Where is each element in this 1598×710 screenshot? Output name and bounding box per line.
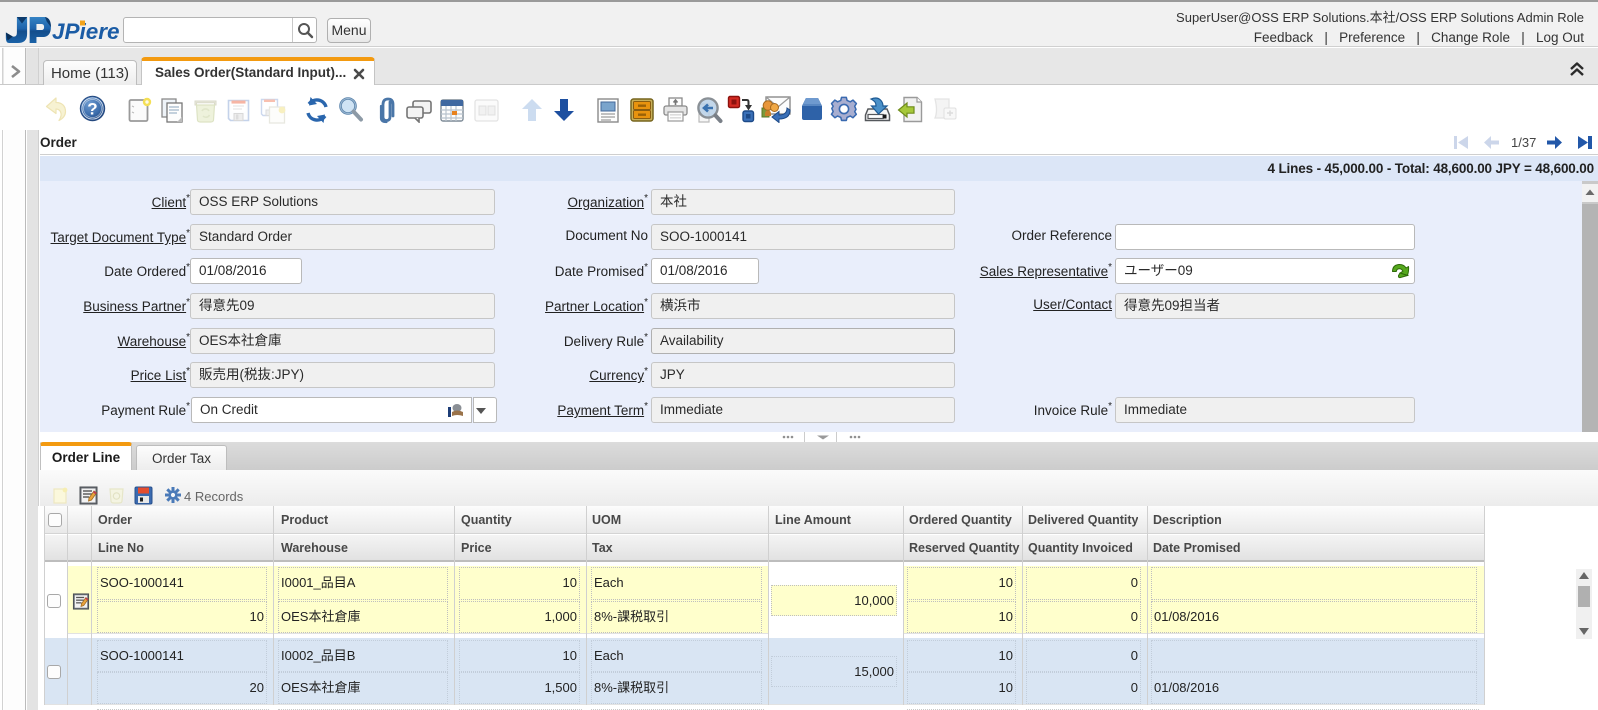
svg-text:JPiere: JPiere	[52, 19, 120, 44]
svg-text:?: ?	[87, 100, 97, 119]
